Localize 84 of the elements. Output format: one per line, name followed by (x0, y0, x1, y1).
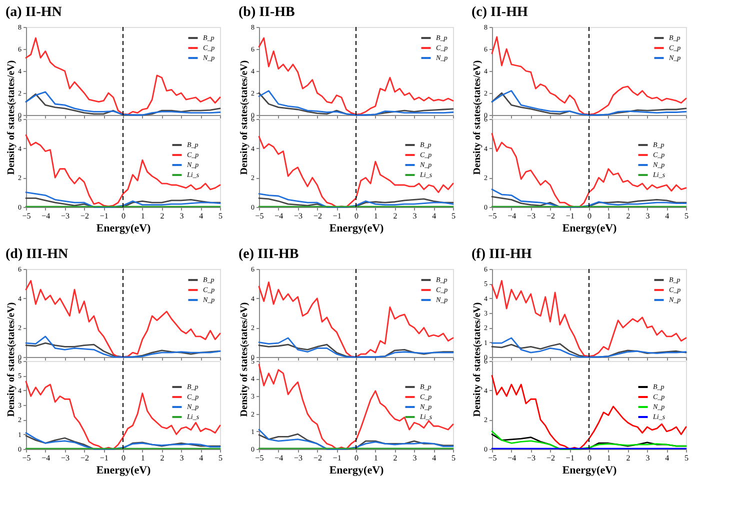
x-tick-label: 2 (626, 454, 630, 462)
x-tick-label: −2 (546, 454, 555, 462)
y-axis-title: Density of states(states/eV) (239, 60, 250, 175)
x-tick-label: −2 (80, 212, 89, 220)
x-tick-label: 2 (160, 212, 164, 220)
x-tick-label: 4 (432, 454, 436, 462)
x-tick-label: 5 (218, 212, 222, 220)
x-tick-label: 1 (140, 212, 145, 220)
x-tick-label: −1 (100, 454, 108, 462)
x-tick-label: 1 (606, 212, 611, 220)
x-tick-label: 4 (199, 454, 204, 462)
x-tick-label: −2 (313, 212, 322, 220)
chart-title: (b) II-HB (238, 5, 295, 20)
x-tick-label: 0 (122, 454, 126, 462)
x-tick-label: −4 (274, 212, 284, 220)
x-tick-label: 4 (665, 212, 670, 220)
x-tick-label: 2 (393, 454, 398, 462)
x-axis-title: Energy(eV) (96, 222, 152, 234)
x-tick-label: −4 (508, 454, 516, 462)
chart-title: (e) III-HB (238, 247, 299, 262)
x-tick-label: 5 (684, 454, 688, 462)
x-axis-title: Energy(eV) (329, 222, 384, 234)
x-tick-label: −4 (508, 212, 516, 220)
chart-title: (d) III-HN (6, 247, 68, 262)
x-tick-label: 3 (646, 454, 650, 462)
x-tick-label: 3 (180, 454, 184, 462)
x-tick-label: −2 (80, 454, 89, 462)
x-tick-label: 3 (412, 212, 417, 220)
x-tick-label: −1 (566, 454, 574, 462)
x-tick-label: −5 (255, 212, 264, 220)
x-tick-label: 3 (412, 454, 417, 462)
x-tick-label: −5 (488, 212, 497, 220)
x-tick-label: 0 (354, 212, 358, 220)
x-tick-label: −1 (100, 212, 108, 220)
x-tick-label: −5 (488, 454, 497, 462)
x-tick-label: 2 (160, 454, 164, 462)
x-tick-label: −1 (332, 454, 342, 462)
x-tick-label: 1 (606, 454, 611, 462)
y-axis-title: Density of states(states/eV) (472, 60, 483, 175)
x-tick-label: 0 (588, 454, 592, 462)
x-tick-label: 3 (646, 212, 650, 220)
x-tick-label: 0 (354, 454, 358, 462)
x-tick-label: −3 (294, 212, 303, 220)
x-tick-label: 3 (180, 212, 184, 220)
x-axis-title: Energy(eV) (329, 464, 384, 476)
x-tick-label: 4 (665, 454, 670, 462)
x-tick-label: −3 (294, 454, 303, 462)
x-tick-label: −5 (22, 212, 31, 220)
x-tick-label: 4 (199, 212, 204, 220)
x-tick-label: −3 (527, 454, 536, 462)
x-tick-label: 4 (432, 212, 436, 220)
x-tick-label: −3 (61, 454, 70, 462)
x-axis-title: Energy(eV) (562, 222, 618, 234)
x-tick-label: 5 (452, 212, 456, 220)
chart-title: (c) II-HH (472, 5, 528, 20)
x-tick-label: 1 (140, 454, 145, 462)
x-tick-label: 5 (452, 454, 456, 462)
x-tick-label: 1 (374, 212, 378, 220)
x-tick-label: −3 (61, 212, 70, 220)
x-tick-label: −4 (42, 212, 50, 220)
x-axis-title: Energy(eV) (96, 464, 152, 476)
x-tick-label: 0 (588, 212, 592, 220)
x-tick-label: −2 (313, 454, 322, 462)
chart-title: (a) II-HN (6, 5, 62, 20)
x-tick-label: −1 (332, 212, 342, 220)
chart-title: (f) III-HH (472, 247, 532, 262)
y-axis-title: Density of states(states/eV) (239, 302, 250, 417)
x-tick-label: 2 (626, 212, 630, 220)
x-tick-label: −1 (566, 212, 574, 220)
y-axis-title: Density of states(states/eV) (6, 60, 17, 175)
x-tick-label: −4 (42, 454, 50, 462)
x-tick-label: 1 (374, 454, 378, 462)
x-tick-label: −2 (546, 212, 555, 220)
x-tick-label: −4 (274, 454, 284, 462)
x-tick-label: −3 (527, 212, 536, 220)
x-tick-label: −5 (255, 454, 264, 462)
x-tick-label: 5 (218, 454, 222, 462)
y-axis-title: Density of states(states/eV) (6, 302, 17, 417)
y-axis-title: Density of states(states/eV) (472, 302, 483, 417)
x-tick-label: 5 (684, 212, 688, 220)
x-tick-label: 2 (393, 212, 398, 220)
x-tick-label: −5 (22, 454, 31, 462)
x-axis-title: Energy(eV) (562, 464, 618, 476)
x-tick-label: 0 (122, 212, 126, 220)
